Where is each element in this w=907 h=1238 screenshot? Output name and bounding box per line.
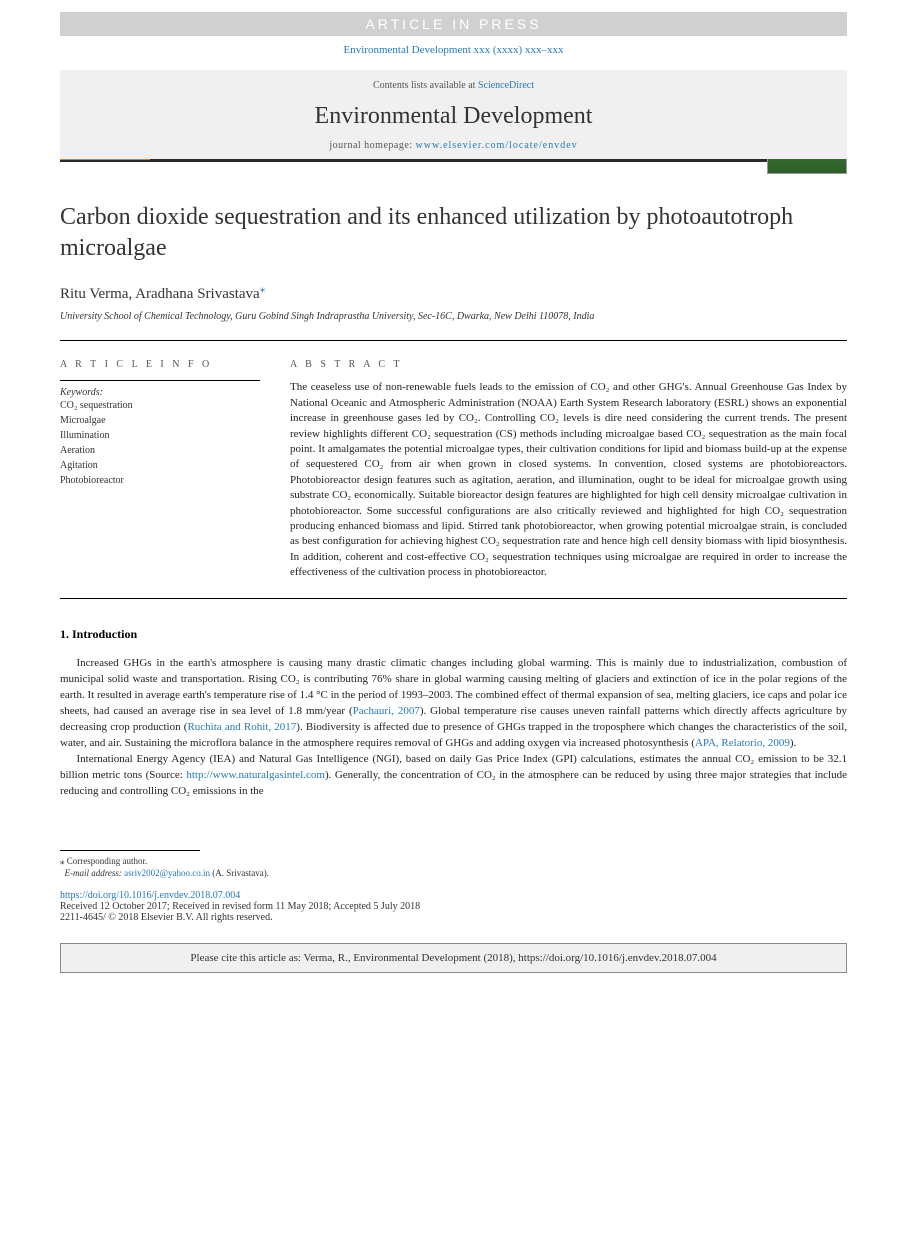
affiliation: University School of Chemical Technology… <box>60 311 847 322</box>
ref-naturalgas-url[interactable]: http://www.naturalgasintel.com <box>186 769 325 781</box>
article-in-press-banner: ARTICLE IN PRESS <box>60 12 847 36</box>
abstract-heading: A B S T R A C T <box>290 359 847 370</box>
abstract-text: The ceaseless use of non-renewable fuels… <box>290 380 847 580</box>
contents-available-line: Contents lists available at ScienceDirec… <box>200 80 707 91</box>
intro-paragraph-2: International Energy Agency (IEA) and Na… <box>60 752 847 800</box>
email-link[interactable]: asriv2002@yahoo.co.in <box>124 868 210 878</box>
homepage-prefix: journal homepage: <box>329 140 415 151</box>
keywords-label: Keywords: <box>60 387 260 398</box>
corresponding-author-note: ⁎ Corresponding author. <box>60 855 847 868</box>
copyright-line: 2211-4645/ © 2018 Elsevier B.V. All righ… <box>60 912 847 923</box>
sciencedirect-link[interactable]: ScienceDirect <box>478 80 534 91</box>
rule-top <box>60 340 847 341</box>
info-rule <box>60 380 260 381</box>
article-info-column: A R T I C L E I N F O Keywords: CO₂ sequ… <box>60 359 260 580</box>
please-cite-box: Please cite this article as: Verma, R., … <box>60 943 847 973</box>
para1-d: ). <box>790 737 796 749</box>
header-gray-box: Contents lists available at ScienceDirec… <box>60 70 847 159</box>
article-title: Carbon dioxide sequestration and its enh… <box>60 202 847 264</box>
email-suffix: (A. Srivastava). <box>210 868 269 878</box>
homepage-line: journal homepage: www.elsevier.com/locat… <box>200 140 707 151</box>
article-info-heading: A R T I C L E I N F O <box>60 359 260 370</box>
received-dates: Received 12 October 2017; Received in re… <box>60 901 847 912</box>
keyword: Aeration <box>60 443 260 458</box>
email-label: E-mail address: <box>65 868 125 878</box>
authors-names: Ritu Verma, Aradhana Srivastava <box>60 286 260 302</box>
corresponding-mark: ⁎ <box>260 283 266 295</box>
authors-line: Ritu Verma, Aradhana Srivastava⁎ <box>60 282 847 303</box>
article-content: Carbon dioxide sequestration and its enh… <box>60 202 847 923</box>
homepage-link[interactable]: www.elsevier.com/locate/envdev <box>416 140 578 151</box>
ref-pachauri[interactable]: Pachauri, 2007 <box>353 705 420 717</box>
email-line: E-mail address: asriv2002@yahoo.co.in (A… <box>60 867 847 880</box>
footnote-separator <box>60 850 200 851</box>
ref-apa[interactable]: APA, Relatorio, 2009 <box>695 737 790 749</box>
header-bottom-bar <box>60 159 847 162</box>
doi-link[interactable]: https://doi.org/10.1016/j.envdev.2018.07… <box>60 890 847 901</box>
contents-prefix: Contents lists available at <box>373 80 478 91</box>
abstract-column: A B S T R A C T The ceaseless use of non… <box>290 359 847 580</box>
keyword: CO₂ sequestration <box>60 398 260 413</box>
intro-paragraph-1: Increased GHGs in the earth's atmosphere… <box>60 656 847 752</box>
keyword: Agitation <box>60 458 260 473</box>
rule-bottom <box>60 598 847 599</box>
journal-header: ELSEVIER ENVIRONMENTAL DEVELOPMENT Conte… <box>60 70 847 159</box>
ref-ruchita[interactable]: Ruchita and Rohit, 2017 <box>187 721 296 733</box>
introduction-heading: 1. Introduction <box>60 627 847 642</box>
keyword: Photobioreactor <box>60 473 260 488</box>
top-citation-line: Environmental Development xxx (xxxx) xxx… <box>0 44 907 56</box>
keyword: Illumination <box>60 428 260 443</box>
info-abstract-row: A R T I C L E I N F O Keywords: CO₂ sequ… <box>60 359 847 580</box>
journal-name: Environmental Development <box>200 103 707 130</box>
keyword: Microalgae <box>60 413 260 428</box>
